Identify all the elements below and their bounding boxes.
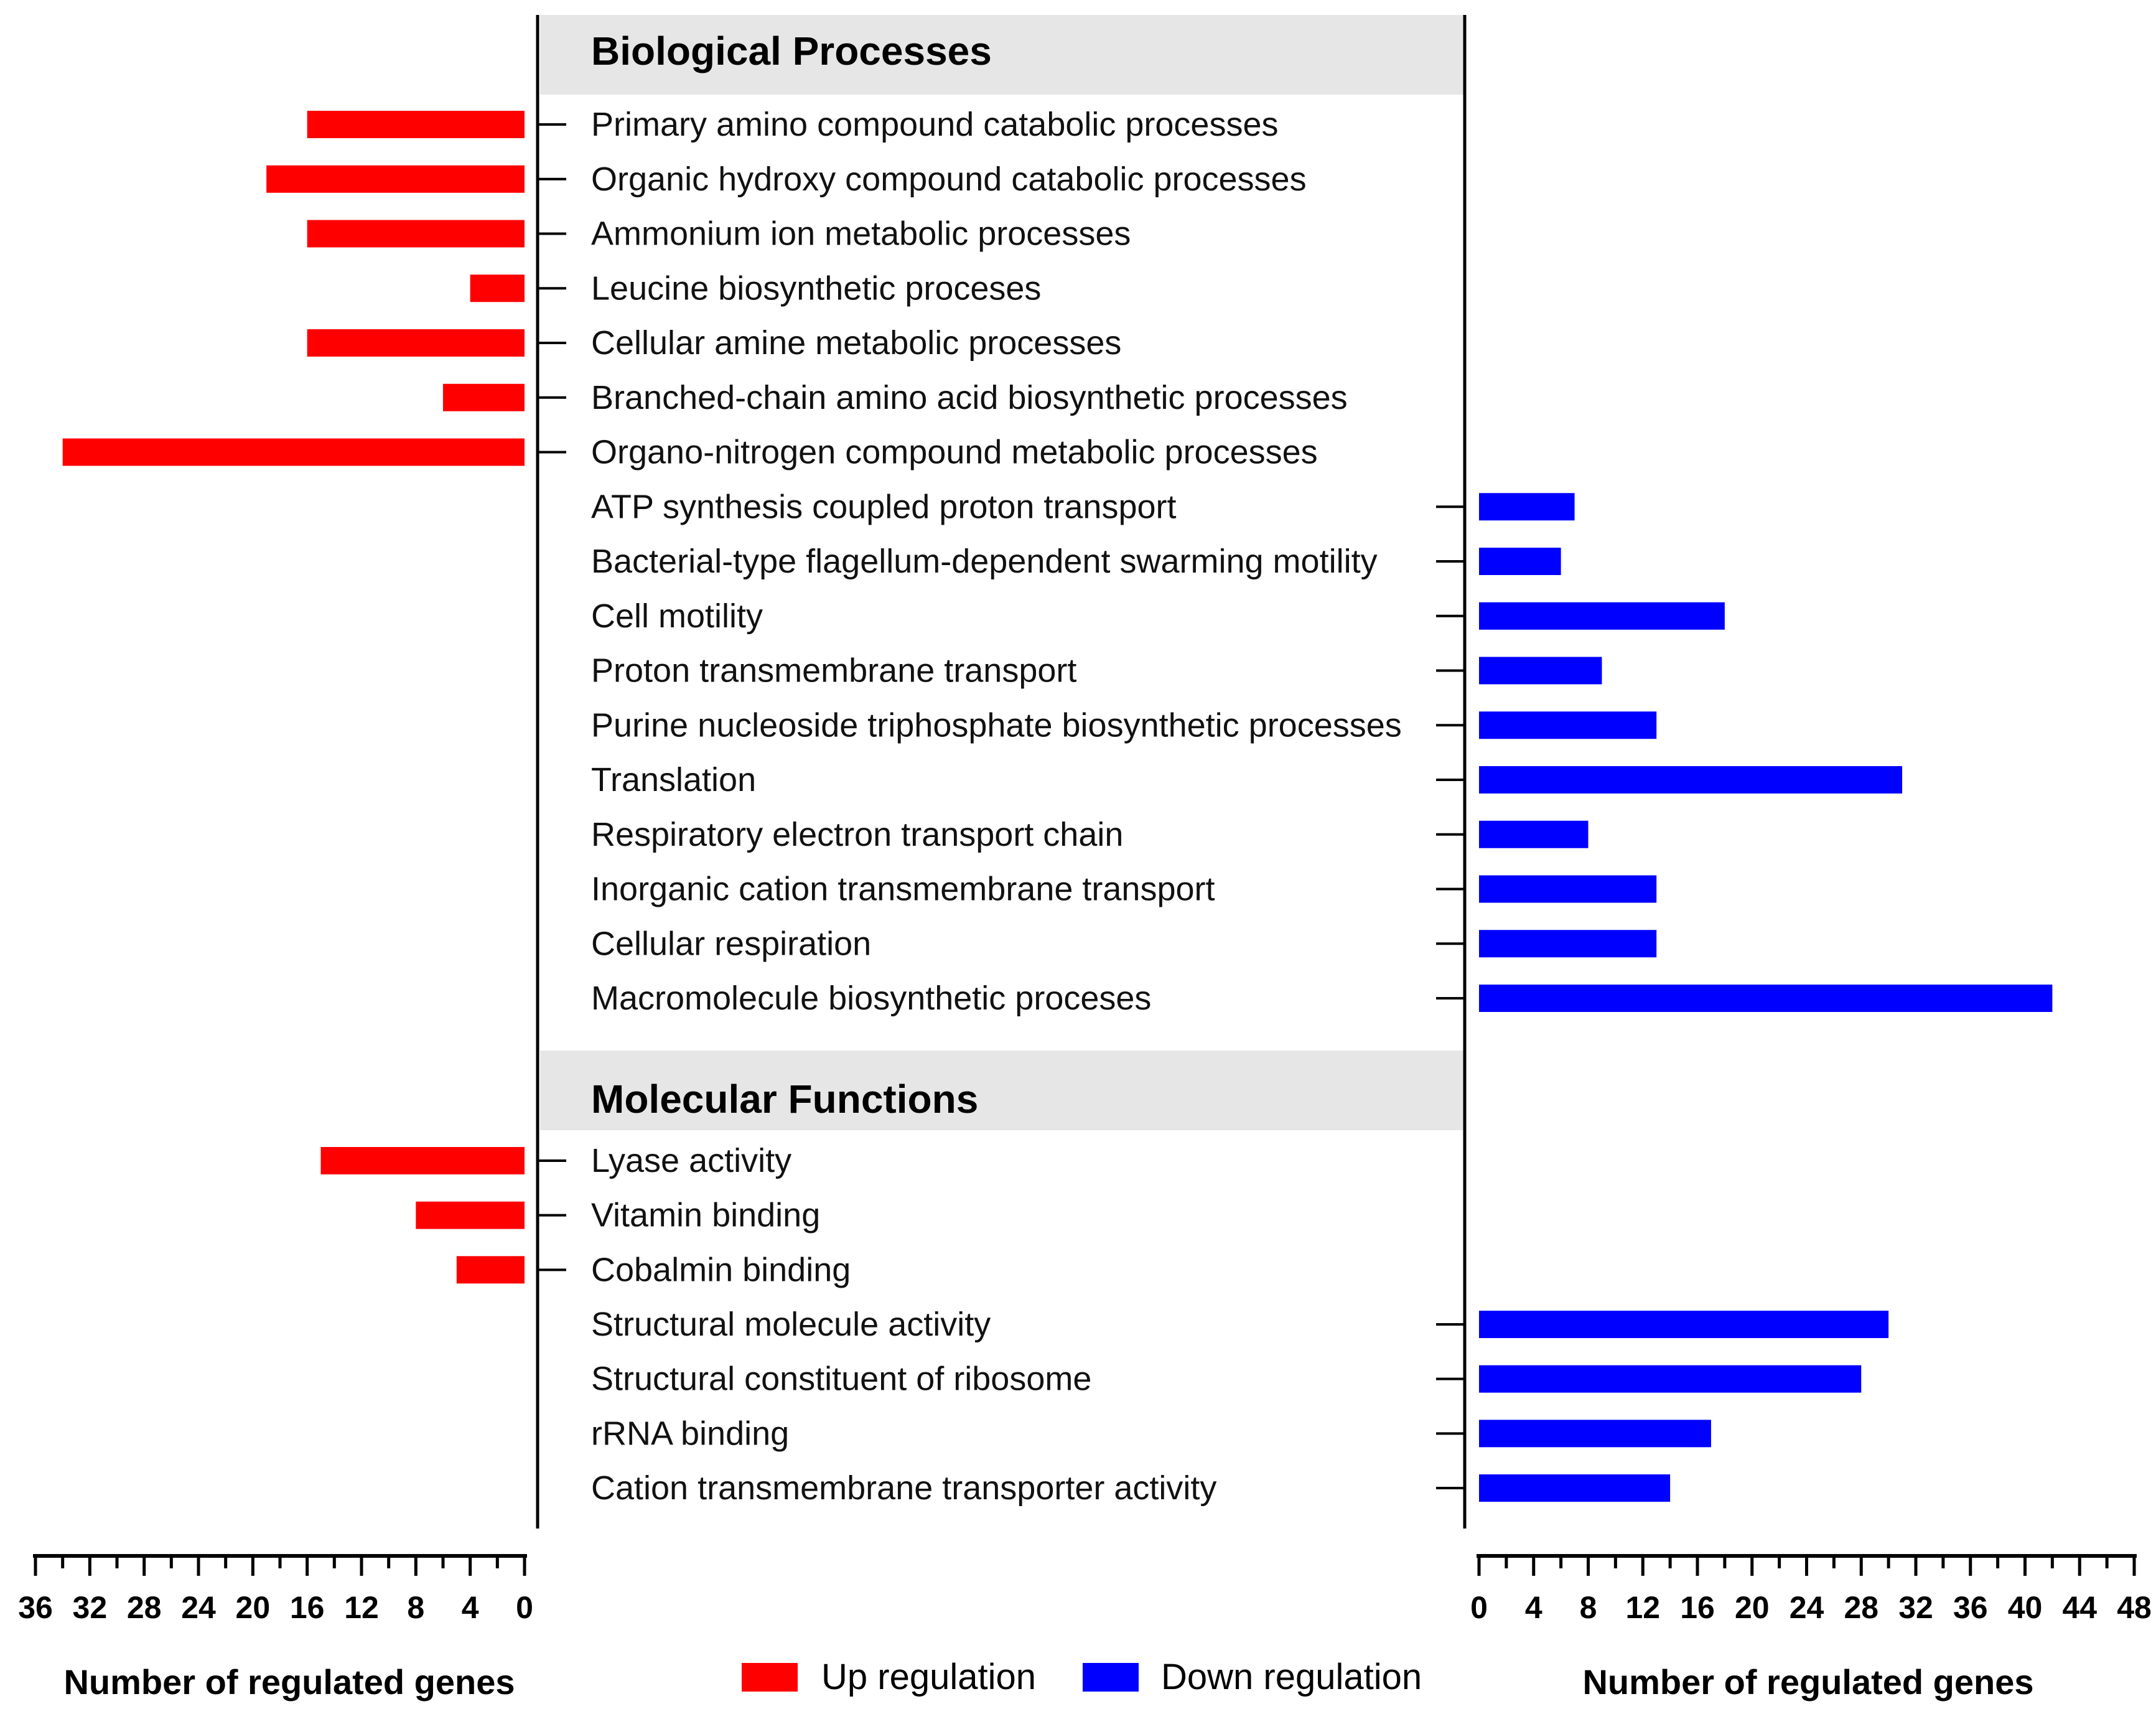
bar-up-regulation xyxy=(443,383,525,411)
right-axis-tick-label: 20 xyxy=(1735,1590,1770,1625)
left-axis-tick-label: 8 xyxy=(407,1590,424,1625)
legend-label-down: Down regulation xyxy=(1161,1657,1422,1697)
bar-up-regulation xyxy=(307,220,525,248)
bar-down-regulation xyxy=(1479,1474,1671,1502)
left-axis-tick-label: 4 xyxy=(462,1590,479,1625)
category-label: Purine nucleoside triphosphate biosynthe… xyxy=(591,706,1402,744)
category-label: rRNA binding xyxy=(591,1415,789,1452)
category-label: Organo-nitrogen compound metabolic proce… xyxy=(591,434,1318,471)
section-title-biological-processes: Biological Processes xyxy=(591,29,992,73)
legend-label-up: Up regulation xyxy=(821,1657,1036,1697)
bar-up-regulation xyxy=(62,438,525,466)
right-axis-tick-label: 4 xyxy=(1525,1590,1542,1625)
left-axis-tick-label: 28 xyxy=(127,1590,162,1625)
bar-down-regulation xyxy=(1479,1420,1711,1448)
value-axes-group: 36 32 28 24 20 16 12 8 4 0 0 4 8 12 16 20 24 28 32 36 40 44 48 xyxy=(18,1554,2152,1625)
right-axis-tick-label: 12 xyxy=(1625,1590,1660,1625)
category-label: Bacterial-type flagellum-dependent swarm… xyxy=(591,543,1378,580)
legend-swatch-up xyxy=(742,1663,798,1692)
right-axis-tick-label: 36 xyxy=(1953,1590,1988,1625)
category-label: Lyase activity xyxy=(591,1142,791,1179)
category-label: Cellular respiration xyxy=(591,925,871,962)
right-axis-title: Number of regulated genes xyxy=(1582,1662,2033,1702)
left-axis-tick-label: 32 xyxy=(73,1590,108,1625)
category-label: Branched-chain amino acid biosynthetic p… xyxy=(591,379,1348,416)
left-axis-title: Number of regulated genes xyxy=(63,1662,515,1702)
bar-up-regulation xyxy=(307,329,525,357)
left-axis-tick-label: 36 xyxy=(18,1590,53,1625)
bar-down-regulation xyxy=(1479,766,1903,794)
right-axis-tick-label: 8 xyxy=(1580,1590,1597,1625)
category-labels-group: Primary amino compound catabolic process… xyxy=(591,106,1402,1507)
category-label: Cellular amine metabolic processes xyxy=(591,324,1121,362)
bar-up-regulation xyxy=(470,274,525,302)
legend: Up regulation Down regulation xyxy=(742,1657,1422,1697)
category-label: Ammonium ion metabolic processes xyxy=(591,215,1131,253)
category-label: Proton transmembrane transport xyxy=(591,652,1076,690)
category-label: Respiratory electron transport chain xyxy=(591,816,1123,853)
right-axis-tick-label: 24 xyxy=(1790,1590,1824,1625)
right-axis-tick-label: 0 xyxy=(1470,1590,1488,1625)
left-axis-tick-label: 16 xyxy=(290,1590,325,1625)
left-axis-tick-label: 24 xyxy=(181,1590,216,1625)
legend-swatch-down xyxy=(1083,1663,1139,1692)
category-label: ATP synthesis coupled proton transport xyxy=(591,488,1177,525)
category-label: Vitamin binding xyxy=(591,1197,820,1234)
category-label: Organic hydroxy compound catabolic proce… xyxy=(591,161,1307,198)
bar-down-regulation xyxy=(1479,602,1725,630)
bar-down-regulation xyxy=(1479,875,1657,903)
category-label: Structural molecule activity xyxy=(591,1306,991,1343)
bar-up-regulation xyxy=(320,1147,525,1174)
right-axis-tick-label: 28 xyxy=(1844,1590,1878,1625)
category-label: Macromolecule biosynthetic proceses xyxy=(591,980,1151,1017)
bar-down-regulation xyxy=(1479,493,1575,521)
right-axis-tick-label: 44 xyxy=(2062,1590,2097,1625)
bar-down-regulation xyxy=(1479,1311,1889,1339)
right-axis-tick-label: 32 xyxy=(1898,1590,1933,1625)
category-label: Leucine biosynthetic proceses xyxy=(591,269,1041,307)
left-axis-tick-label: 12 xyxy=(344,1590,379,1625)
section-title-molecular-functions: Molecular Functions xyxy=(591,1077,978,1121)
bar-up-regulation xyxy=(416,1201,525,1229)
left-axis-tick-label: 0 xyxy=(516,1590,533,1625)
bar-down-regulation xyxy=(1479,985,2053,1012)
category-label: Cell motility xyxy=(591,597,763,635)
section-header-band-1 xyxy=(540,1051,1465,1130)
bar-down-regulation xyxy=(1479,548,1561,575)
category-label: Primary amino compound catabolic process… xyxy=(591,106,1279,143)
bar-up-regulation xyxy=(307,111,525,138)
right-axis-tick-label: 40 xyxy=(2008,1590,2043,1625)
category-label: Cobalmin binding xyxy=(591,1251,851,1288)
section-header-band-0 xyxy=(540,15,1465,95)
right-axis-tick-label: 16 xyxy=(1680,1590,1715,1625)
bar-down-regulation xyxy=(1479,820,1589,848)
category-label: Cation transmembrane transporter activit… xyxy=(591,1469,1216,1507)
right-axis-tick-label: 48 xyxy=(2117,1590,2152,1625)
bar-up-regulation xyxy=(456,1256,525,1284)
bar-down-regulation xyxy=(1479,657,1602,685)
bar-down-regulation xyxy=(1479,711,1657,739)
bar-down-regulation xyxy=(1479,930,1657,958)
category-label: Inorganic cation transmembrane transport xyxy=(591,871,1215,908)
left-axis-tick-label: 20 xyxy=(236,1590,271,1625)
bar-up-regulation xyxy=(266,165,525,193)
bars-group xyxy=(62,111,2053,1502)
category-label: Translation xyxy=(591,761,756,798)
category-label: Structural constituent of ribosome xyxy=(591,1360,1091,1398)
bar-down-regulation xyxy=(1479,1365,1862,1393)
